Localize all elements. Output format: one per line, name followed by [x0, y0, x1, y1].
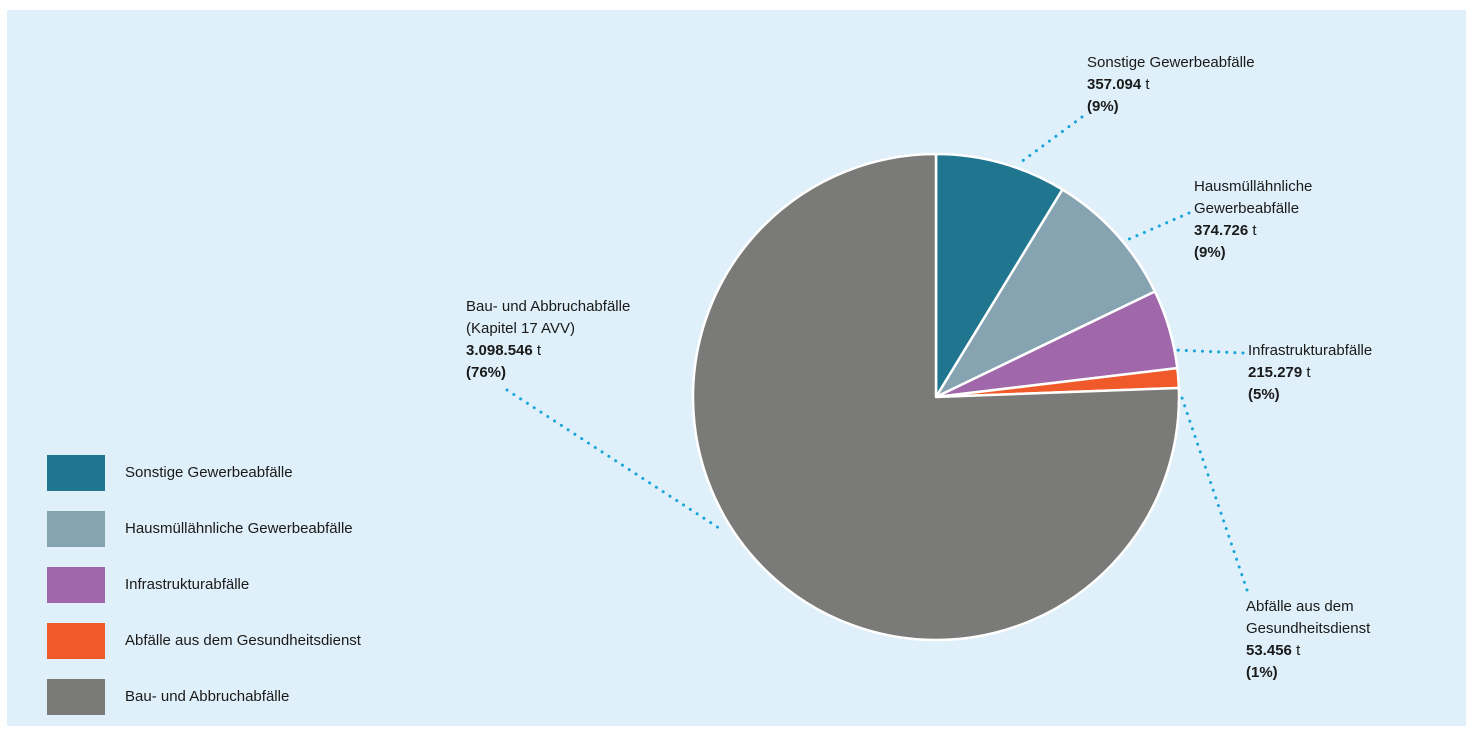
data-label-name-line: Infrastrukturabfälle [1248, 342, 1373, 359]
legend-swatch [47, 623, 105, 659]
pie-slice-hausmuell [934, 188, 1157, 399]
data-label-value-number: 3.098.546 [466, 342, 533, 359]
data-label-value-unit: t [1296, 642, 1301, 659]
data-label-value-unit: t [1252, 222, 1257, 239]
legend-swatch [47, 455, 105, 491]
data-label-sonstige: Sonstige Gewerbeabfälle 357.094 t (9%) [1087, 52, 1255, 118]
data-label-value-number: 53.456 [1246, 642, 1292, 659]
data-label-value: 3.098.546 t [466, 340, 630, 362]
data-label-value: 374.726 t [1194, 220, 1312, 242]
data-label-name-line: Gewerbeabfälle [1194, 200, 1300, 217]
leader-line-infra [1173, 348, 1245, 355]
data-label-name-line: Abfälle aus dem [1246, 598, 1354, 615]
legend-swatch [47, 567, 105, 603]
data-label-percent: (76%) [466, 364, 507, 381]
data-label-name-line: Bau- und Abbruchabfälle [466, 298, 631, 315]
leader-line-sonstige [1015, 115, 1084, 167]
legend-swatch [47, 679, 105, 715]
data-label-value-unit: t [1145, 76, 1150, 93]
data-label-value-unit: t [1306, 364, 1311, 381]
data-label-percent: (5%) [1248, 386, 1280, 403]
data-label-value-number: 357.094 [1087, 76, 1142, 93]
legend-swatch [47, 511, 105, 547]
leader-line-bau [505, 388, 724, 532]
data-label-name-line: Hausmüllähnliche [1194, 178, 1313, 195]
chart-panel: Sonstige Gewerbeabfälle 357.094 t (9%) Haus… [7, 10, 1466, 726]
legend-label: Sonstige Gewerbeabfälle [125, 464, 293, 481]
data-label-gesundheit: Abfälle aus dem Gesundheitsdienst 53.456 t… [1246, 596, 1370, 684]
data-label-bau: Bau- und Abbruchabfälle (Kapitel 17 AVV) 3… [466, 296, 630, 384]
data-label-name-line: (Kapitel 17 AVV) [466, 320, 575, 337]
data-label-percent: (9%) [1194, 244, 1226, 261]
pie-chart [505, 115, 1249, 642]
legend-label: Abfälle aus dem Gesundheitsdienst [125, 632, 361, 649]
data-label-hausmuell: Hausmüllähnliche Gewerbeabfälle 374.726 t (… [1194, 176, 1312, 264]
data-label-infra: Infrastrukturabfälle 215.279 t (5%) [1248, 340, 1372, 406]
data-label-value-unit: t [536, 342, 542, 359]
data-label-name-line: Sonstige Gewerbeabfälle [1087, 54, 1255, 71]
pie-slice-bau [691, 152, 1181, 642]
legend-label: Bau- und Abbruchabfälle [125, 688, 290, 705]
leader-line-hausmuell [1125, 211, 1191, 242]
leader-line-gesundheit [1180, 396, 1249, 592]
legend-label: Infrastrukturabfälle [125, 576, 250, 593]
legend-label: Hausmüllähnliche Gewerbeabfälle [125, 520, 353, 537]
data-label-name-line: Gesundheitsdienst [1246, 620, 1371, 637]
data-label-percent: (1%) [1246, 664, 1278, 681]
data-label-value-number: 374.726 [1194, 222, 1249, 239]
pie-slice-sonstige [934, 152, 1064, 399]
data-label-value: 215.279 t [1248, 362, 1372, 384]
data-label-value: 357.094 t [1087, 74, 1255, 96]
data-label-value: 53.456 t [1246, 640, 1370, 662]
data-label-percent: (9%) [1087, 98, 1119, 115]
data-label-value-number: 215.279 [1248, 364, 1303, 381]
